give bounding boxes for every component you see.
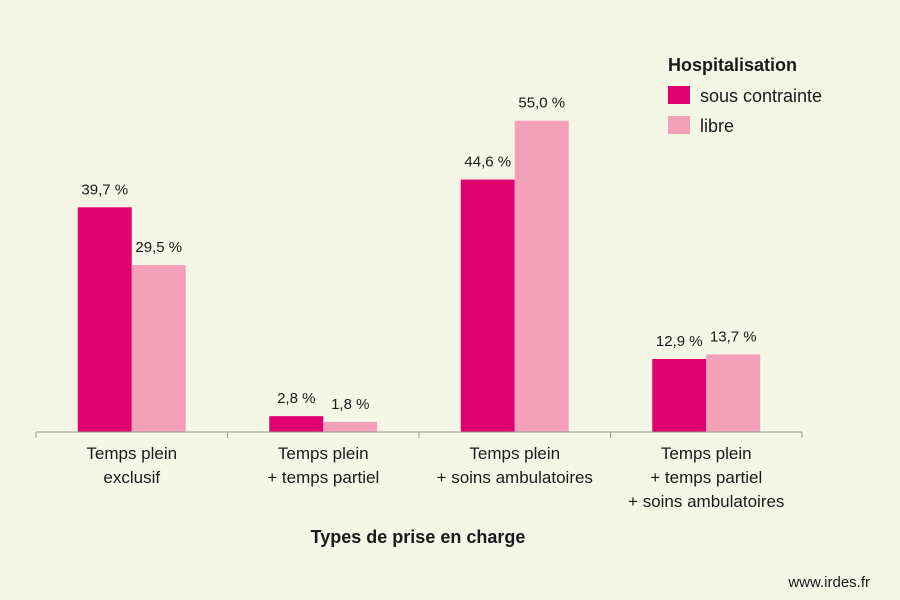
bars bbox=[77, 120, 761, 432]
x-axis bbox=[35, 431, 803, 438]
category-label: Temps plein bbox=[469, 444, 560, 463]
bar-sous-contrainte-3 bbox=[652, 358, 707, 432]
bar-sous-contrainte-2 bbox=[460, 179, 515, 432]
bar-sous-contrainte-0 bbox=[77, 207, 132, 432]
category-label: + soins ambulatoires bbox=[437, 468, 593, 487]
bar-libre-3 bbox=[706, 354, 761, 432]
value-label: 55,0 % bbox=[518, 95, 565, 112]
category-label: + temps partiel bbox=[650, 468, 762, 487]
legend-swatch-sous-contrainte bbox=[668, 86, 690, 104]
category-label: exclusif bbox=[103, 468, 160, 487]
category-label: + soins ambulatoires bbox=[628, 492, 784, 511]
legend-title: Hospitalisation bbox=[668, 55, 797, 75]
value-labels: 39,7 % 29,5 % 2,8 % 1,8 % 44,6 % 55,0 % 12,9 %… bbox=[81, 95, 756, 413]
footer-url: www.irdes.fr bbox=[787, 574, 870, 591]
bar-libre-0 bbox=[131, 265, 186, 432]
legend-swatch-libre bbox=[668, 116, 690, 134]
value-label: 12,9 % bbox=[656, 333, 703, 350]
bar-sous-contrainte-1 bbox=[269, 416, 324, 432]
category-label: + temps partiel bbox=[267, 468, 379, 487]
legend-label: sous contrainte bbox=[700, 86, 822, 106]
value-label: 29,5 % bbox=[135, 239, 182, 256]
value-label: 1,8 % bbox=[331, 396, 369, 413]
category-label: Temps plein bbox=[86, 444, 177, 463]
category-label: Temps plein bbox=[278, 444, 369, 463]
value-label: 44,6 % bbox=[464, 154, 511, 171]
legend: Hospitalisation sous contrainte libre bbox=[668, 55, 822, 136]
category-labels: Temps plein exclusif Temps plein + temps pa… bbox=[86, 444, 784, 511]
bar-libre-1 bbox=[323, 421, 378, 432]
x-axis-title: Types de prise en charge bbox=[311, 527, 526, 547]
category-label: Temps plein bbox=[661, 444, 752, 463]
value-label: 13,7 % bbox=[710, 328, 757, 345]
value-label: 39,7 % bbox=[81, 181, 128, 198]
bar-libre-2 bbox=[514, 120, 569, 432]
legend-label: libre bbox=[700, 116, 734, 136]
value-label: 2,8 % bbox=[277, 390, 315, 407]
